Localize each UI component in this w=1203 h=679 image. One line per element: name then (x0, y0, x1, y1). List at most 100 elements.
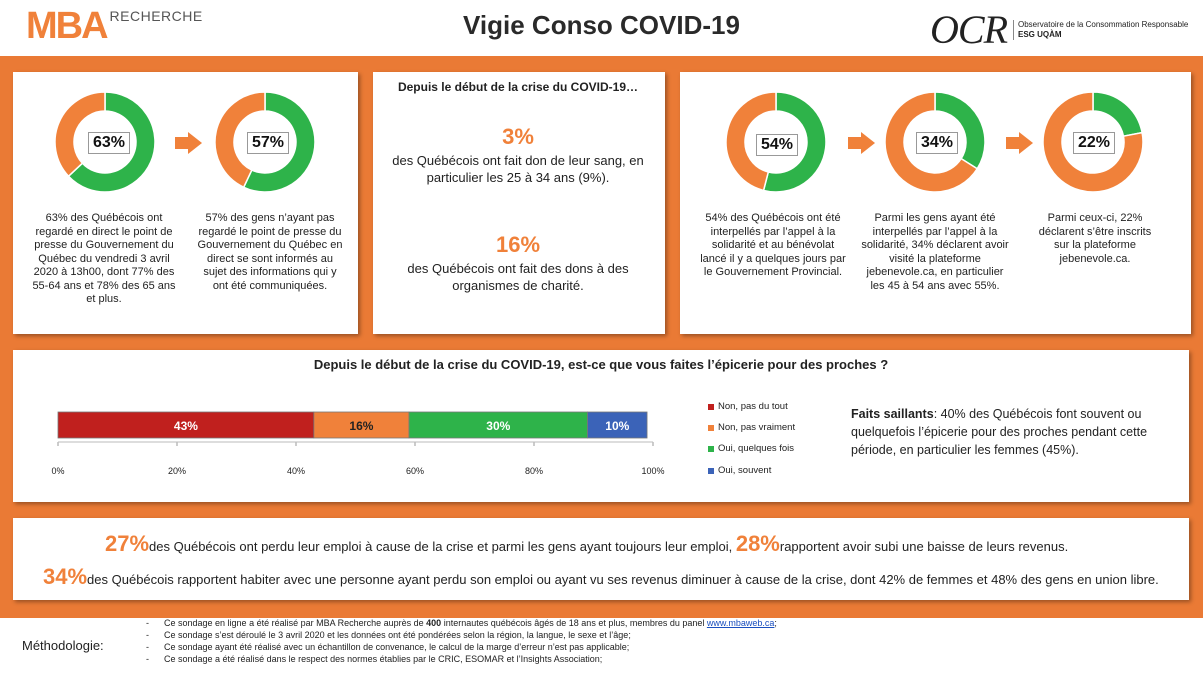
legend-label: Non, pas vraiment (718, 422, 796, 433)
faits-label: Faits saillants (851, 407, 934, 421)
donut-slice-non (884, 91, 979, 193)
donut-1-caption: 63% des Québécois ont regardé en direct … (32, 212, 176, 305)
ocr-logo: OCR Observatoire de la Consommation Resp… (930, 6, 1188, 53)
donut-chart-5 (1042, 91, 1144, 193)
x-tick-label: 100% (641, 466, 664, 476)
donut-chart-3 (725, 91, 827, 193)
bottom-line-2: 34%des Québécois rapportent habiter avec… (43, 564, 1159, 590)
bottom-line-1: 27%des Québécois ont perdu leur emploi à… (105, 531, 1068, 557)
methodology-item: Ce sondage s’est déroulé le 3 avril 2020… (146, 629, 777, 641)
donut-2-caption: 57% des gens n’ayant pas regardé le poin… (197, 212, 343, 292)
x-tick-label: 20% (168, 466, 186, 476)
methodology-item: Ce sondage a été réalisé dans le respect… (146, 653, 777, 665)
x-tick-label: 60% (406, 466, 424, 476)
donut-3-label: 54% (756, 134, 799, 156)
methodology-label: Méthodologie: (22, 638, 104, 653)
bar-data-label: 16% (349, 419, 373, 433)
donut-4-caption: Parmi les gens ayant été interpellés par… (861, 212, 1009, 292)
mid-panel: Depuis le début de la crise du COVID-19…… (373, 72, 665, 334)
legend-oui-quelques-fois: Oui, quelques fois (708, 443, 794, 454)
donut-3-caption: 54% des Québécois ont été interpellés pa… (700, 212, 846, 278)
right-panel: 54% 34% 22% 54% des Québécois ont été in… (680, 72, 1191, 334)
logo-mark: MBA (26, 5, 109, 47)
mid-panel-title: Depuis le début de la crise du COVID-19… (397, 80, 639, 94)
charity-text: des Québécois ont fait des dons à des or… (407, 261, 629, 293)
mbaweb-link[interactable]: www.mbaweb.ca (706, 618, 775, 628)
arrow-head-icon (1019, 132, 1033, 154)
method-text: Ce sondage en ligne a été réalisé par MB… (164, 618, 427, 628)
method-text: ; (774, 618, 777, 628)
job-loss-pct: 27% (105, 531, 150, 556)
blood-donation-text: des Québécois ont fait don de leur sang,… (392, 153, 644, 185)
household-pct: 34% (43, 564, 88, 589)
donut-chart-1 (54, 91, 156, 193)
legend-swatch (708, 445, 714, 452)
donut-slice-oui (1092, 91, 1143, 138)
arrow-right-icon (1006, 137, 1022, 149)
income-drop-pct: 28% (735, 531, 780, 556)
donut-5-label: 22% (1073, 132, 1116, 154)
left-panel: 63% 57% 63% des Québécois ont regardé en… (13, 72, 358, 334)
methodology-item: Ce sondage en ligne a été réalisé par MB… (146, 617, 777, 629)
ocr-line1: Observatoire de la Consommation Responsa… (1018, 19, 1189, 29)
page-title: Vigie Conso COVID-19 (463, 10, 740, 40)
donut-slice-non (214, 91, 266, 189)
job-loss-text: des Québécois ont perdu leur emploi à ca… (149, 539, 733, 554)
faits-text: : 40% des Québécois font souvent ou quel… (851, 407, 1148, 457)
donut-slice-oui (934, 91, 986, 170)
x-tick-label: 40% (287, 466, 305, 476)
legend-oui-souvent: Oui, souvent (708, 465, 771, 476)
header: MBA RECHERCHE Vigie Conso COVID-19 OCR O… (0, 0, 1203, 56)
logo-sub: RECHERCHE (109, 8, 203, 24)
donut-slice-oui (762, 91, 827, 193)
methodology-list: Ce sondage en ligne a été réalisé par MB… (146, 617, 777, 665)
donut-slice-non (1042, 91, 1144, 193)
stacked-bar-chart: 43% 16% 30% 10% 0% 20% 40% 60% 80% 100% (51, 411, 665, 476)
blood-donation-pct: 3% (502, 124, 534, 149)
bar-data-label: 10% (605, 419, 629, 433)
legend-swatch (708, 467, 714, 474)
methodology-item: Ce sondage ayant été réalisé avec un éch… (146, 641, 777, 653)
legend-swatch (708, 424, 714, 431)
ocr-line2: ESG UQÀM (1018, 29, 1062, 39)
bar-chart-title: Depuis le début de la crise du COVID-19,… (313, 357, 889, 372)
donut-4-label: 34% (916, 132, 959, 154)
ocr-text: Observatoire de la Consommation Responsa… (1013, 19, 1189, 40)
donut-chart-4 (884, 91, 986, 193)
donut-slice-oui (242, 91, 316, 193)
donut-slice-non (54, 91, 106, 178)
bar-data-label: 30% (486, 419, 510, 433)
bar-segment-1 (313, 411, 410, 439)
household-text: des Québécois rapportent habiter avec un… (87, 572, 1159, 587)
income-drop-text: rapportent avoir subi une baisse de leur… (779, 539, 1069, 554)
legend-label: Oui, quelques fois (718, 443, 795, 454)
legend-non-pas-du-tout: Non, pas du tout (708, 401, 788, 412)
donut-chart-2 (214, 91, 316, 193)
bar-panel: Depuis le début de la crise du COVID-19,… (13, 350, 1189, 502)
bar-data-label: 43% (174, 419, 198, 433)
donut-slice-oui (67, 91, 156, 193)
legend-label: Oui, souvent (718, 465, 772, 476)
x-tick-label: 80% (525, 466, 543, 476)
legend-swatch (708, 403, 714, 410)
donut-5-caption: Parmi ceux-ci, 22% déclarent s’être insc… (1038, 212, 1152, 265)
charity-pct: 16% (495, 232, 541, 257)
faits-saillants: Faits saillants: 40% des Québécois font … (851, 405, 1151, 459)
arrow-right-icon (848, 137, 864, 149)
mba-logo: MBA RECHERCHE (26, 6, 203, 46)
bar-segment-3 (587, 411, 648, 439)
bar-segment-0 (57, 411, 315, 439)
donut-1-label: 63% (88, 132, 131, 154)
legend-non-pas-vraiment: Non, pas vraiment (708, 422, 795, 433)
method-text: internautes québécois âgés de 18 ans et … (441, 618, 707, 628)
donut-slice-non (725, 91, 777, 192)
bottom-panel: 27%des Québécois ont perdu leur emploi à… (13, 518, 1189, 600)
sample-size: 400 (426, 618, 442, 628)
bar-segment-2 (408, 411, 588, 439)
ocr-mark: OCR (930, 7, 1008, 52)
arrow-head-icon (861, 132, 875, 154)
donut-2-label: 57% (247, 132, 290, 154)
arrow-right-icon (175, 137, 191, 149)
legend-label: Non, pas du tout (718, 401, 788, 412)
arrow-head-icon (188, 132, 202, 154)
